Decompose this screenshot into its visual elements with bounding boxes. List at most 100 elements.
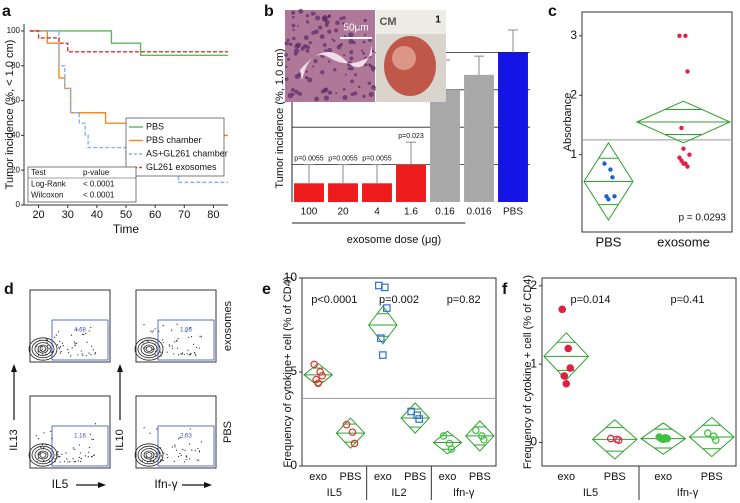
data-point bbox=[679, 158, 684, 163]
data-point bbox=[318, 371, 326, 380]
cell-nucleus bbox=[305, 13, 310, 18]
cell-nucleus bbox=[305, 70, 308, 73]
event-dot bbox=[194, 450, 196, 452]
cell-nucleus bbox=[363, 18, 367, 23]
event-dot bbox=[143, 324, 145, 326]
flow-plot bbox=[135, 289, 217, 363]
event-dot bbox=[80, 458, 82, 460]
event-dot bbox=[162, 325, 164, 327]
data-point bbox=[350, 439, 359, 448]
y-axis-label: Tumor incidence (%, 1.0 cm) bbox=[274, 48, 286, 188]
event-dot bbox=[198, 347, 201, 349]
y-tick-label: 2 bbox=[530, 278, 537, 292]
event-dot bbox=[56, 344, 59, 346]
event-dot bbox=[42, 353, 44, 355]
data-point bbox=[608, 167, 613, 172]
event-dot bbox=[77, 354, 79, 356]
tumor-highlight bbox=[392, 46, 416, 70]
event-dot bbox=[152, 460, 155, 462]
data-point bbox=[312, 375, 320, 384]
cell-nucleus bbox=[323, 95, 329, 101]
event-dot bbox=[75, 461, 77, 463]
x-tick-label: 20 bbox=[337, 207, 349, 218]
event-dot bbox=[85, 332, 87, 334]
event-dot bbox=[160, 455, 163, 457]
legend-label: GL261 exosomes bbox=[146, 162, 217, 172]
event-dot bbox=[48, 347, 50, 349]
scale-bar-label: 50μm bbox=[343, 23, 368, 34]
event-dot bbox=[74, 342, 76, 344]
event-dot bbox=[94, 423, 97, 425]
event-dot bbox=[55, 454, 57, 456]
event-dot bbox=[154, 455, 157, 458]
plot-frame bbox=[541, 277, 737, 467]
cell-nucleus bbox=[306, 20, 310, 24]
event-dot bbox=[159, 351, 162, 353]
contour bbox=[137, 339, 161, 359]
event-dot bbox=[163, 452, 165, 454]
event-dot bbox=[166, 453, 168, 456]
event-dot bbox=[181, 352, 183, 354]
event-dot bbox=[74, 344, 76, 346]
cell-nucleus bbox=[342, 21, 345, 25]
cell-nucleus bbox=[327, 29, 332, 34]
data-point bbox=[562, 379, 571, 388]
cell-nucleus bbox=[362, 94, 366, 99]
event-dot bbox=[58, 455, 60, 457]
cell-nucleus bbox=[331, 38, 334, 41]
p-label: p=0.002 bbox=[379, 294, 419, 306]
x-axis-label: IL5 bbox=[52, 477, 69, 491]
data-point bbox=[709, 432, 718, 441]
data-point bbox=[560, 372, 569, 380]
data-point bbox=[314, 379, 322, 388]
event-dot bbox=[53, 336, 56, 338]
legend-label: PBS bbox=[146, 121, 164, 131]
table-cell: Log-Rank bbox=[31, 180, 67, 189]
ruler-label: CM bbox=[379, 16, 396, 28]
p-label: p=0.014 bbox=[570, 294, 610, 306]
x-tick-label: 4 bbox=[374, 207, 380, 218]
data-point bbox=[566, 364, 575, 372]
p-label: p<0.0001 bbox=[311, 294, 357, 306]
event-dot bbox=[88, 451, 90, 453]
panel-letter: d bbox=[4, 281, 14, 298]
event-dot bbox=[168, 344, 170, 346]
cell-nucleus bbox=[285, 65, 288, 68]
event-dot bbox=[89, 433, 91, 435]
bar bbox=[294, 183, 324, 202]
cell-nucleus bbox=[342, 54, 346, 57]
cell-nucleus bbox=[304, 45, 307, 48]
event-dot bbox=[82, 354, 84, 357]
event-dot bbox=[67, 461, 69, 463]
data-point bbox=[614, 436, 623, 444]
cell-nucleus bbox=[318, 25, 323, 30]
event-dot bbox=[174, 444, 176, 446]
cell-nucleus bbox=[353, 91, 358, 96]
event-dot bbox=[151, 331, 153, 333]
event-dot bbox=[69, 461, 71, 463]
cell-nucleus bbox=[294, 89, 299, 95]
event-dot bbox=[59, 340, 61, 343]
cell-nucleus bbox=[298, 8, 304, 14]
gate-value: 2.03 bbox=[180, 434, 192, 440]
cell-nucleus bbox=[324, 23, 329, 27]
event-dot bbox=[191, 449, 193, 451]
event-dot bbox=[66, 458, 68, 460]
y-tick-label: 2 bbox=[570, 87, 577, 101]
survival-line bbox=[29, 30, 228, 57]
table-header: p-value bbox=[83, 168, 110, 177]
cell-nucleus bbox=[310, 11, 315, 16]
contour bbox=[143, 450, 155, 460]
event-dot bbox=[174, 446, 176, 448]
data-point bbox=[439, 432, 448, 440]
bar bbox=[396, 164, 426, 202]
event-dot bbox=[166, 351, 168, 353]
event-dot bbox=[195, 346, 198, 349]
event-dot bbox=[78, 456, 80, 459]
event-dot bbox=[76, 342, 78, 344]
cell-nucleus bbox=[290, 88, 295, 93]
event-dot bbox=[88, 352, 90, 354]
event-dot bbox=[190, 353, 192, 355]
event-dot bbox=[79, 460, 82, 463]
